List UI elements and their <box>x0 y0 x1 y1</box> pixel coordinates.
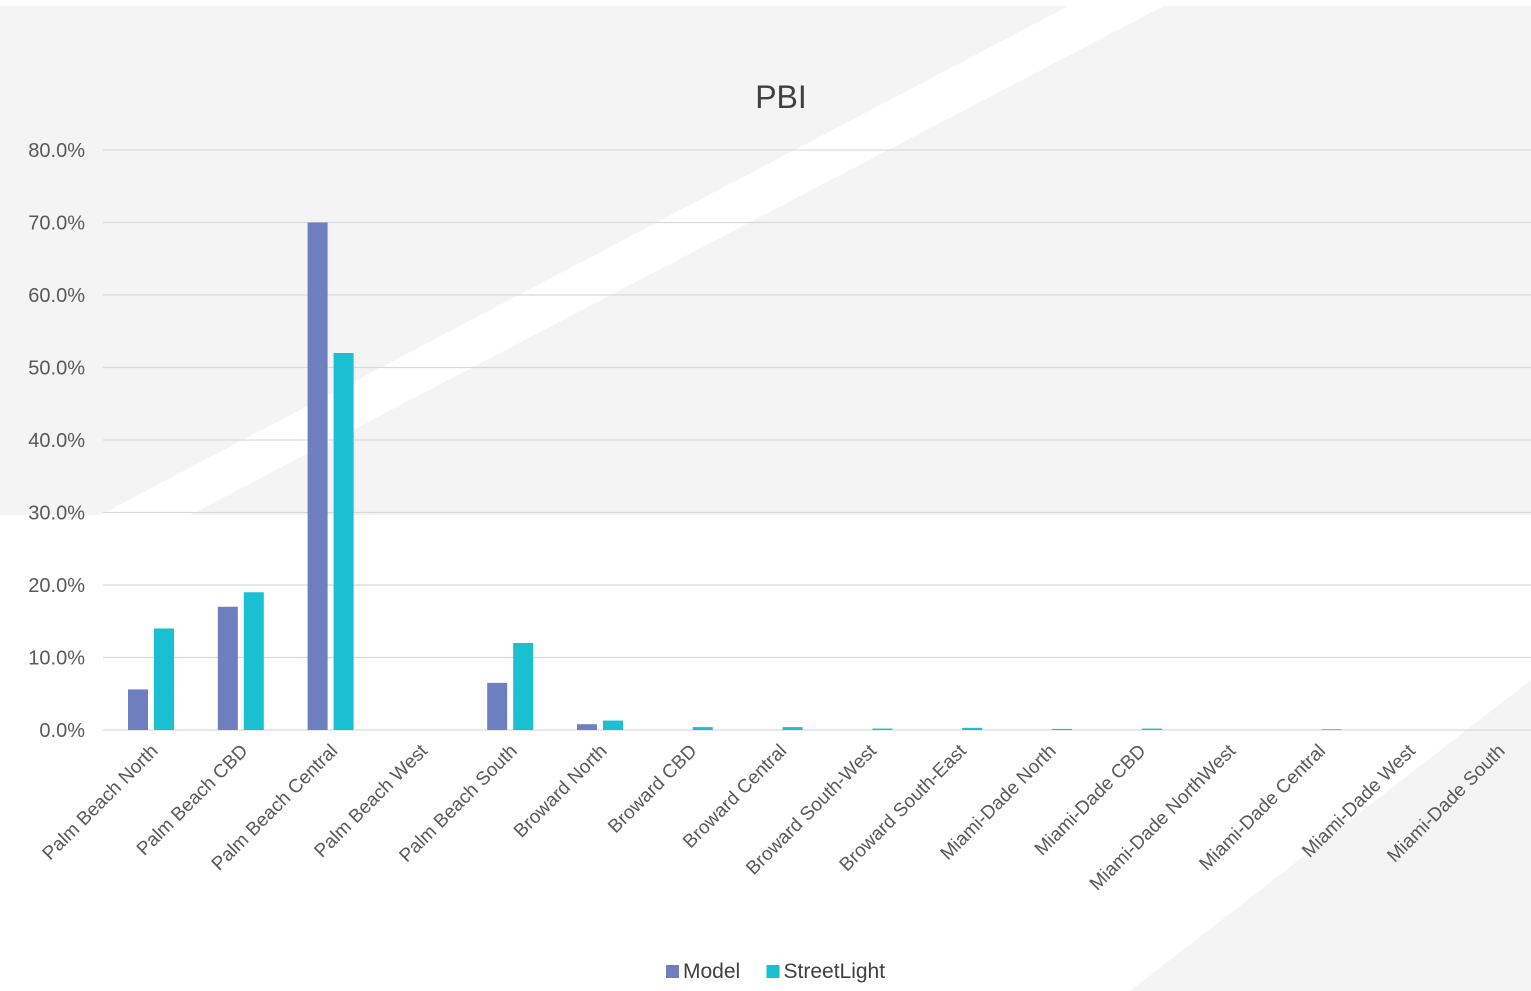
bar-streetlight <box>154 629 174 731</box>
bar-model <box>218 607 238 730</box>
bar-streetlight <box>693 727 713 730</box>
bar-streetlight <box>1321 729 1341 730</box>
y-tick-label: 0.0% <box>39 720 85 742</box>
bar-model <box>128 689 148 730</box>
y-tick-label: 50.0% <box>28 358 85 380</box>
y-tick-label: 80.0% <box>28 140 85 162</box>
legend-label: Model <box>683 960 740 983</box>
bar-streetlight <box>783 727 803 730</box>
y-tick-label: 10.0% <box>28 648 85 670</box>
y-tick-label: 40.0% <box>28 430 85 452</box>
y-tick-label: 20.0% <box>28 575 85 597</box>
top-edge <box>0 0 1531 6</box>
legend-swatch <box>767 965 780 978</box>
bar-streetlight <box>603 721 623 730</box>
bar-streetlight <box>962 728 982 730</box>
y-tick-label: 60.0% <box>28 285 85 307</box>
y-axis-ticks: 0.0% 10.0% 20.0% 30.0% 40.0% 50.0% 60.0% 70.0% 8… <box>28 140 85 742</box>
bar-streetlight <box>244 592 264 730</box>
bar-streetlight <box>1052 729 1072 730</box>
chart-title: PBI <box>755 79 807 115</box>
bar-streetlight <box>1142 729 1162 730</box>
bar-streetlight <box>872 729 892 730</box>
bar-model <box>577 724 597 730</box>
bar-streetlight <box>334 353 354 730</box>
legend-label: StreetLight <box>784 960 886 983</box>
bar-streetlight <box>513 643 533 730</box>
bar-model <box>487 683 507 730</box>
y-tick-label: 70.0% <box>28 213 85 235</box>
legend-swatch <box>666 965 679 978</box>
y-tick-label: 30.0% <box>28 503 85 525</box>
bar-model <box>308 223 328 731</box>
